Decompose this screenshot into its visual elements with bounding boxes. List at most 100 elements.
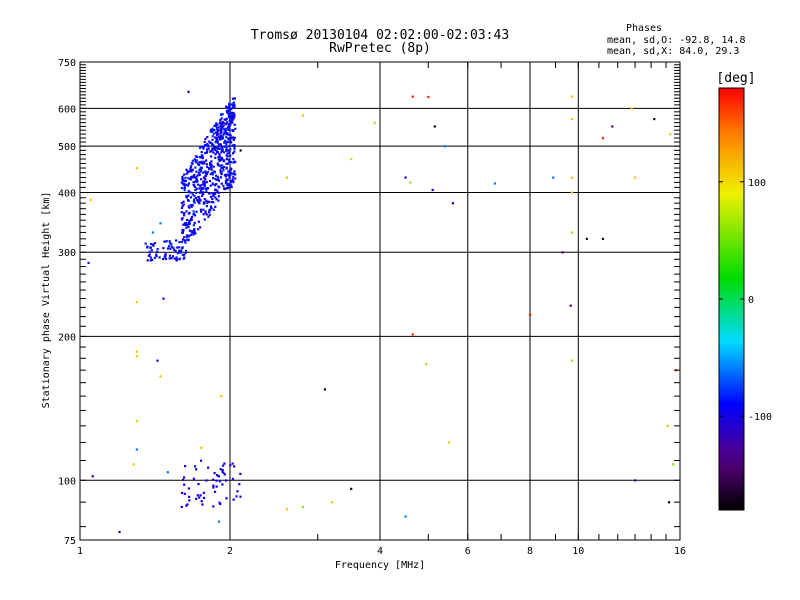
trace-point [214, 196, 217, 199]
trace-point [187, 177, 190, 180]
trace-point [219, 176, 223, 179]
trace-point [151, 258, 154, 262]
trace-point [193, 185, 197, 188]
trace-point [208, 161, 212, 165]
trace-point [218, 121, 222, 124]
trace-point [207, 145, 210, 148]
trace-point [227, 183, 230, 186]
data-point [667, 501, 671, 504]
trace-point [211, 147, 214, 150]
trace-point [224, 179, 228, 183]
trace-point [204, 177, 207, 180]
trace-point [181, 230, 185, 233]
x-tick-label: 10 [572, 546, 584, 557]
trace-point [221, 468, 224, 472]
trace-point [193, 201, 196, 204]
trace-point [185, 195, 188, 198]
trace-point [233, 150, 236, 153]
trace-point [201, 503, 204, 506]
trace-point [215, 122, 218, 125]
trace-point [189, 196, 193, 199]
data-point [411, 333, 414, 336]
trace-point [220, 130, 223, 133]
trace-point [223, 141, 226, 144]
trace-point [181, 231, 184, 234]
trace-point [212, 201, 215, 204]
data-point [166, 471, 169, 474]
trace-point [224, 175, 227, 178]
trace-point [200, 210, 203, 213]
data-point [669, 133, 672, 136]
data-point [630, 107, 633, 110]
trace-point [216, 163, 220, 167]
trace-point [185, 234, 189, 237]
trace-point [226, 109, 230, 112]
data-point [285, 508, 288, 511]
trace-point [233, 112, 236, 115]
trace-point [228, 185, 231, 188]
trace-point [182, 478, 185, 481]
trace-point [209, 166, 213, 169]
data-point [135, 167, 138, 170]
trace-point [207, 144, 210, 147]
data-point [162, 297, 165, 300]
data-point [570, 176, 573, 179]
data-point [601, 137, 605, 140]
trace-point [173, 248, 176, 252]
trace-point [223, 462, 226, 465]
trace-point [239, 472, 242, 476]
trace-point [229, 161, 233, 164]
trace-point [212, 478, 215, 481]
trace-point [220, 149, 224, 152]
trace-point [219, 156, 222, 159]
data-point [634, 479, 637, 482]
x-axis-label: Frequency [MHz] [335, 560, 425, 571]
trace-point [195, 159, 198, 162]
trace-point [175, 256, 178, 259]
trace-point [183, 214, 186, 217]
trace-point [178, 241, 181, 244]
trace-point [227, 174, 230, 177]
data-point [200, 446, 203, 449]
trace-point [211, 127, 214, 130]
trace-point [205, 180, 208, 184]
trace-point [229, 464, 232, 467]
axes: 1 2 4 6 8 10 16 75 100 200 300 400 500 600 750 [58, 58, 686, 557]
trace-point [187, 495, 191, 498]
trace-point [216, 189, 219, 192]
trace-point [180, 181, 183, 184]
trace-point [183, 465, 187, 468]
trace-point [216, 162, 219, 165]
trace-point [228, 160, 231, 164]
trace-point [186, 223, 189, 227]
trace-point [221, 470, 224, 473]
trace-point [204, 151, 207, 155]
x-tick-label: 1 [77, 546, 83, 557]
trace-point [232, 102, 235, 105]
trace-point [211, 149, 214, 152]
trace-point [220, 171, 223, 174]
trace-point [187, 487, 191, 490]
trace-point [218, 144, 221, 147]
trace-point [195, 161, 198, 164]
trace-point [187, 212, 190, 215]
trace-point [208, 211, 211, 214]
trace-point [185, 218, 189, 222]
trace-point [193, 176, 196, 179]
trace-point [231, 144, 234, 147]
data-point [433, 125, 436, 128]
trace-point [231, 477, 235, 481]
trace-point [194, 179, 197, 183]
trace-point [222, 133, 225, 136]
trace-point [216, 151, 219, 154]
trace-point [199, 184, 202, 187]
trace-point [208, 209, 211, 212]
trace-point [230, 180, 233, 183]
trace-point [233, 136, 236, 140]
data-point [135, 448, 138, 451]
trace-point [193, 173, 196, 177]
trace-point [205, 204, 208, 208]
trace-point [192, 233, 195, 236]
trace-point [184, 176, 187, 179]
trace-point [227, 123, 230, 126]
